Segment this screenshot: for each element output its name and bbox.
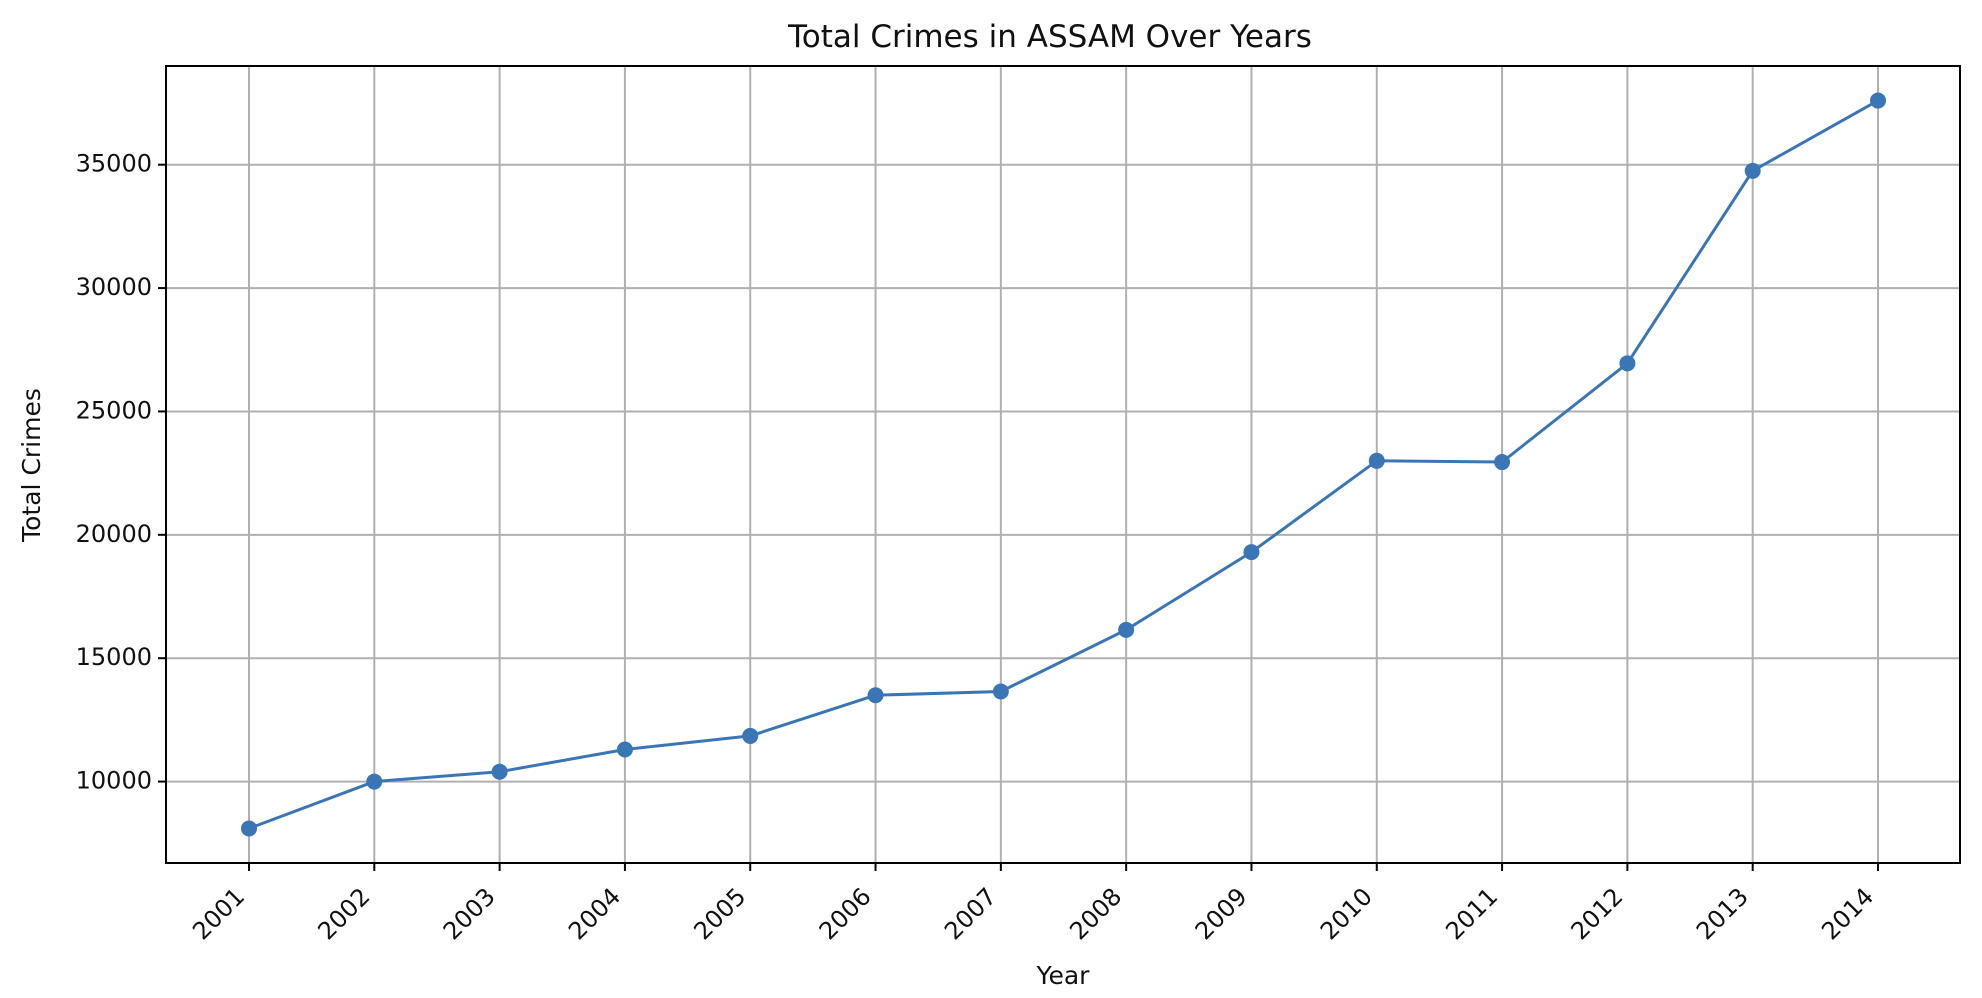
x-tick-label: 2007 xyxy=(939,882,1002,945)
y-tick-label: 30000 xyxy=(76,273,152,301)
x-tick-label: 2002 xyxy=(313,882,376,945)
data-point xyxy=(1619,355,1636,372)
data-point xyxy=(1243,544,1260,561)
data-point xyxy=(616,741,633,758)
x-tick-label: 2008 xyxy=(1064,882,1127,945)
series-line xyxy=(248,99,1879,830)
data-point xyxy=(491,763,508,780)
data-point xyxy=(241,820,257,837)
data-point xyxy=(1744,162,1761,179)
y-axis-label: Total Crimes xyxy=(17,388,46,543)
x-tick-label: 2006 xyxy=(814,882,877,945)
y-tick-label: 10000 xyxy=(76,767,152,795)
grid-lines xyxy=(166,66,1960,863)
x-tick-label: 2003 xyxy=(438,882,501,945)
data-point xyxy=(992,683,1009,700)
axis-ticks: 2001 2002 2003 2004 2005 2006 2007 2008 2009 2010… xyxy=(76,150,1880,946)
x-tick-label: 2010 xyxy=(1315,882,1378,945)
plot-area-frame xyxy=(165,65,1961,864)
chart-title: Total Crimes in ASSAM Over Years xyxy=(787,19,1312,55)
x-tick-label: 2004 xyxy=(563,882,626,945)
x-tick-label: 2011 xyxy=(1440,882,1503,945)
x-tick-label: 2009 xyxy=(1190,882,1253,945)
data-point xyxy=(366,773,383,790)
y-tick-label: 15000 xyxy=(76,643,152,671)
data-point xyxy=(867,687,884,704)
x-tick-label: 2014 xyxy=(1816,882,1879,945)
x-tick-label: 2001 xyxy=(187,882,250,945)
data-series xyxy=(241,92,1886,837)
y-tick-label: 20000 xyxy=(76,520,152,548)
data-point xyxy=(1118,621,1135,638)
y-tick-label: 35000 xyxy=(76,150,152,178)
data-point xyxy=(1368,452,1385,469)
data-point xyxy=(1494,454,1511,471)
y-tick-label: 25000 xyxy=(76,396,152,424)
x-tick-label: 2013 xyxy=(1691,882,1754,945)
data-point xyxy=(1870,92,1886,109)
data-point xyxy=(742,727,759,744)
x-tick-label: 2012 xyxy=(1566,882,1629,945)
x-axis-label: Year xyxy=(1036,961,1091,990)
x-tick-label: 2005 xyxy=(688,882,751,945)
